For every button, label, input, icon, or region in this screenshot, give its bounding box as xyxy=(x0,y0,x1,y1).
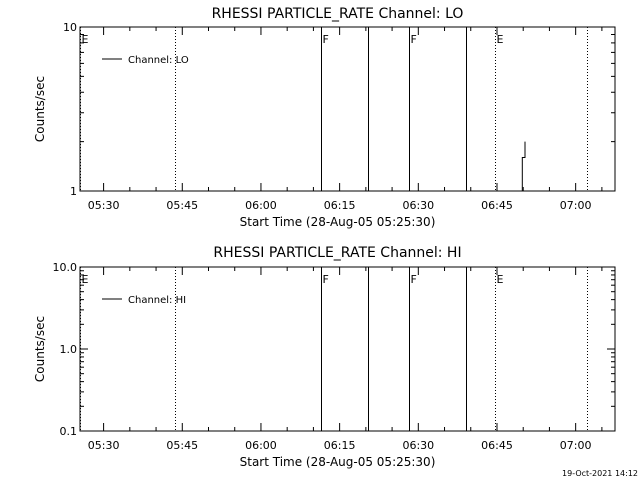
x-tick-label: 06:15 xyxy=(324,439,356,452)
y-tick-label: 1.0 xyxy=(60,343,78,356)
x-tick-label: 05:30 xyxy=(88,199,120,212)
x-tick-label: 05:45 xyxy=(166,439,198,452)
plot-frame xyxy=(79,26,616,192)
event-label: E xyxy=(82,33,89,46)
x-tick-label: 06:45 xyxy=(481,199,513,212)
event-label: E xyxy=(497,33,504,46)
x-tick-label: 05:30 xyxy=(88,439,120,452)
event-label: F xyxy=(323,273,329,286)
y-axis-label: Counts/sec xyxy=(33,76,47,142)
legend-label: Channel: HI xyxy=(128,295,186,306)
event-label: E xyxy=(82,273,89,286)
y-tick-label: 10 xyxy=(63,21,77,34)
chart-title: RHESSI PARTICLE_RATE Channel: LO xyxy=(212,6,464,22)
data-series-line xyxy=(521,141,526,191)
event-label: F xyxy=(411,33,417,46)
event-label: F xyxy=(411,273,417,286)
lo-channel-panel: RHESSI PARTICLE_RATE Channel: LO 1 10 05:30… xyxy=(33,6,616,229)
x-tick-label: 05:45 xyxy=(166,199,198,212)
legend-label: Channel: LO xyxy=(128,55,189,66)
y-axis-label: Counts/sec xyxy=(33,316,47,382)
y-tick-label: 1 xyxy=(70,185,77,198)
x-tick-label: 06:30 xyxy=(402,439,434,452)
x-tick-label: 07:00 xyxy=(560,439,592,452)
footer-timestamp: 19-Oct-2021 14:12 xyxy=(562,469,638,478)
x-tick-label: 06:00 xyxy=(245,439,277,452)
x-tick-label: 06:45 xyxy=(481,439,513,452)
y-tick-label: 0.1 xyxy=(60,425,78,438)
x-tick-label: 06:15 xyxy=(324,199,356,212)
chart-title: RHESSI PARTICLE_RATE Channel: HI xyxy=(213,245,461,261)
hi-channel-panel: RHESSI PARTICLE_RATE Channel: HI 0.1 1.0 10… xyxy=(33,245,616,469)
x-tick-label: 06:00 xyxy=(245,199,277,212)
plot-frame xyxy=(79,266,616,432)
x-axis-label: Start Time (28-Aug-05 05:25:30) xyxy=(240,455,436,469)
y-tick-label: 10.0 xyxy=(53,261,78,274)
x-axis-label: Start Time (28-Aug-05 05:25:30) xyxy=(240,215,436,229)
x-tick-label: 06:30 xyxy=(402,199,434,212)
event-label: E xyxy=(497,273,504,286)
x-tick-label: 07:00 xyxy=(560,199,592,212)
event-label: F xyxy=(323,33,329,46)
